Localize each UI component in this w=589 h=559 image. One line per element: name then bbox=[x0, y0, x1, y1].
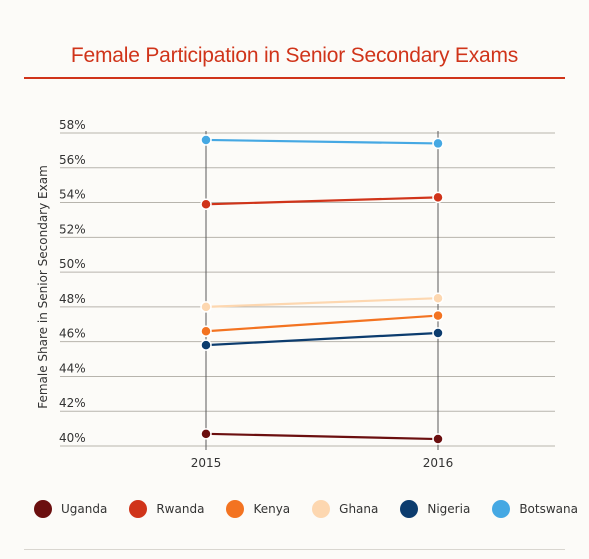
legend-label: Uganda bbox=[61, 502, 108, 516]
chart-title: Female Participation in Senior Secondary… bbox=[70, 44, 519, 67]
legend: Uganda Rwanda Kenya Ghana Nigeria Botswana bbox=[34, 497, 578, 521]
y-axis-title: Female Share in Senior Secondary Exam bbox=[36, 165, 50, 409]
y-tick-label: 48% bbox=[59, 292, 86, 306]
legend-swatch bbox=[312, 500, 331, 518]
data-point[interactable] bbox=[200, 325, 212, 337]
series-line bbox=[205, 314, 439, 333]
x-axis-ticks: 2015 2016 bbox=[191, 456, 454, 470]
legend-item-ghana[interactable]: Ghana bbox=[312, 500, 378, 518]
data-point[interactable] bbox=[432, 433, 444, 445]
series-kenya bbox=[200, 309, 444, 337]
data-point[interactable] bbox=[200, 134, 212, 146]
legend-label: Kenya bbox=[253, 502, 291, 516]
legend-label: Rwanda bbox=[156, 502, 205, 516]
data-point[interactable] bbox=[432, 327, 444, 339]
series-line bbox=[205, 331, 439, 347]
y-tick-label: 56% bbox=[59, 153, 86, 167]
legend-label: Ghana bbox=[339, 502, 379, 516]
data-point[interactable] bbox=[200, 198, 212, 211]
series-line bbox=[205, 297, 439, 308]
series-nigeria bbox=[200, 327, 444, 351]
y-tick-label: 44% bbox=[59, 361, 86, 375]
series-line bbox=[205, 432, 439, 441]
data-point[interactable] bbox=[432, 309, 444, 322]
series-line bbox=[205, 138, 439, 145]
y-tick-label: 46% bbox=[59, 327, 86, 341]
data-point[interactable] bbox=[200, 339, 212, 351]
data-point[interactable] bbox=[432, 137, 444, 150]
data-point[interactable] bbox=[200, 428, 212, 440]
y-tick-label: 52% bbox=[59, 222, 86, 236]
legend-label: Botswana bbox=[519, 502, 578, 516]
legend-item-botswana[interactable]: Botswana bbox=[492, 500, 578, 518]
title-divider bbox=[24, 77, 565, 79]
legend-swatch bbox=[226, 500, 245, 518]
legend-item-uganda[interactable]: Uganda bbox=[34, 500, 107, 518]
x-tick-label: 2015 bbox=[191, 456, 222, 470]
y-axis-ticks: 40% 42% 44% 46% 48% 50% 52% 54% 56% 58% bbox=[59, 118, 86, 445]
legend-swatch bbox=[492, 500, 511, 518]
series-line bbox=[205, 196, 439, 206]
data-point[interactable] bbox=[432, 292, 444, 304]
legend-item-nigeria[interactable]: Nigeria bbox=[400, 500, 470, 518]
y-tick-label: 40% bbox=[59, 431, 86, 445]
footer-divider bbox=[24, 549, 565, 550]
series-lines bbox=[200, 134, 444, 445]
y-tick-label: 50% bbox=[59, 257, 86, 271]
y-tick-label: 58% bbox=[59, 118, 86, 132]
legend-swatch bbox=[129, 500, 148, 518]
legend-label: Nigeria bbox=[427, 502, 471, 516]
series-botswana bbox=[200, 134, 444, 150]
y-tick-label: 42% bbox=[59, 396, 86, 410]
series-uganda bbox=[200, 428, 444, 445]
data-point[interactable] bbox=[200, 301, 212, 313]
line-chart: 40%42%44%46%48%50%52%54%56%58% 2015 2016 … bbox=[36, 118, 555, 470]
x-tick-label: 2016 bbox=[423, 456, 454, 470]
data-point[interactable] bbox=[432, 191, 444, 204]
legend-item-rwanda[interactable]: Rwanda bbox=[129, 500, 204, 518]
series-rwanda bbox=[200, 191, 444, 211]
legend-swatch bbox=[400, 500, 419, 518]
y-tick-label: 54% bbox=[59, 188, 86, 202]
series-ghana bbox=[200, 292, 444, 313]
gridlines bbox=[60, 131, 555, 450]
legend-swatch bbox=[34, 500, 52, 518]
legend-item-kenya[interactable]: Kenya bbox=[226, 500, 290, 518]
